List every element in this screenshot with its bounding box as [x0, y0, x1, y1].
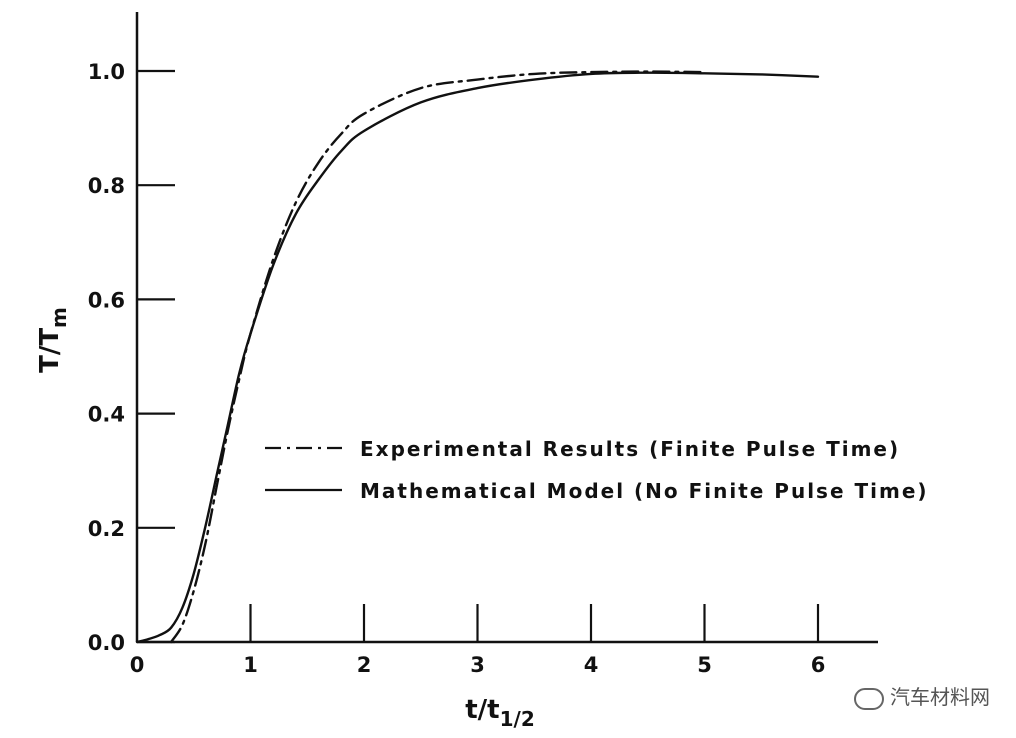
x-ticks: 0 1 2 3 4 5 6	[130, 604, 826, 677]
legend-label-experimental: Experimental Results (Finite Pulse Time)	[360, 437, 900, 461]
x-tick-label: 0	[130, 653, 145, 677]
y-tick-label: 0.0	[88, 631, 125, 655]
legend-label-model: Mathematical Model (No Finite Pulse Time…	[360, 479, 929, 503]
axes	[135, 12, 878, 644]
y-tick-label: 1.0	[88, 60, 125, 84]
x-tick-label: 4	[584, 653, 599, 677]
wechat-icon	[854, 687, 884, 710]
x-axis-title-subscript: 1/2	[500, 707, 535, 731]
y-axis-title-subscript: m	[47, 307, 71, 328]
svg-text:t/t1/2: t/t1/2	[465, 695, 535, 731]
watermark: 汽车材料网	[854, 681, 990, 710]
y-tick-label: 0.2	[88, 517, 125, 541]
x-tick-label: 6	[811, 653, 826, 677]
series-line-model	[135, 71, 820, 644]
y-axis-title: T/Tm	[35, 307, 71, 373]
y-axis-title-main: T/T	[35, 328, 65, 373]
series-layer	[135, 70, 820, 644]
x-tick-label: 2	[357, 653, 372, 677]
watermark-text: 汽车材料网	[890, 685, 990, 709]
y-tick-label: 0.4	[88, 403, 125, 427]
y-ticks: 0.0 0.2 0.4 0.6 0.8 1.0	[88, 60, 175, 655]
legend: Experimental Results (Finite Pulse Time)…	[265, 437, 929, 503]
svg-text:T/Tm: T/Tm	[35, 307, 71, 373]
y-tick-label: 0.8	[88, 174, 125, 198]
x-tick-label: 1	[243, 653, 258, 677]
x-axis-title-main: t/t	[465, 695, 499, 725]
series-line-experimental	[169, 70, 706, 644]
x-tick-label: 5	[697, 653, 712, 677]
y-tick-label: 0.6	[88, 288, 125, 312]
x-tick-label: 3	[470, 653, 485, 677]
x-axis-title: t/t1/2	[465, 695, 535, 731]
